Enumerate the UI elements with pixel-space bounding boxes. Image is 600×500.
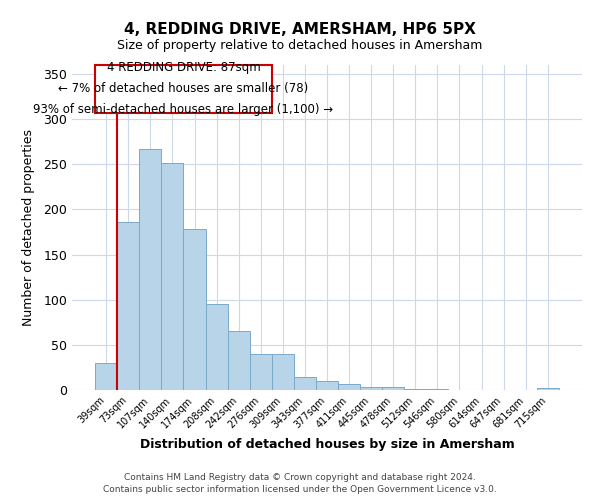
Bar <box>294 378 316 390</box>
Text: Contains HM Land Registry data © Crown copyright and database right 2024.: Contains HM Land Registry data © Crown c… <box>124 473 476 482</box>
FancyBboxPatch shape <box>95 65 272 113</box>
Bar <box>206 304 227 390</box>
Bar <box>316 381 338 390</box>
Bar <box>227 332 250 390</box>
Text: Size of property relative to detached houses in Amersham: Size of property relative to detached ho… <box>118 39 482 52</box>
Y-axis label: Number of detached properties: Number of detached properties <box>22 129 35 326</box>
Bar <box>427 389 448 390</box>
Bar <box>404 389 427 390</box>
Bar <box>139 149 161 390</box>
Bar <box>382 388 404 390</box>
Bar <box>338 384 360 390</box>
Text: 4 REDDING DRIVE: 87sqm
← 7% of detached houses are smaller (78)
93% of semi-deta: 4 REDDING DRIVE: 87sqm ← 7% of detached … <box>34 62 334 116</box>
Text: Contains public sector information licensed under the Open Government Licence v3: Contains public sector information licen… <box>103 486 497 494</box>
Bar <box>250 354 272 390</box>
X-axis label: Distribution of detached houses by size in Amersham: Distribution of detached houses by size … <box>140 438 514 451</box>
Bar <box>95 363 117 390</box>
Bar <box>360 388 382 390</box>
Bar <box>537 388 559 390</box>
Bar <box>272 354 294 390</box>
Text: 4, REDDING DRIVE, AMERSHAM, HP6 5PX: 4, REDDING DRIVE, AMERSHAM, HP6 5PX <box>124 22 476 38</box>
Bar <box>117 222 139 390</box>
Bar <box>161 164 184 390</box>
Bar <box>184 230 206 390</box>
